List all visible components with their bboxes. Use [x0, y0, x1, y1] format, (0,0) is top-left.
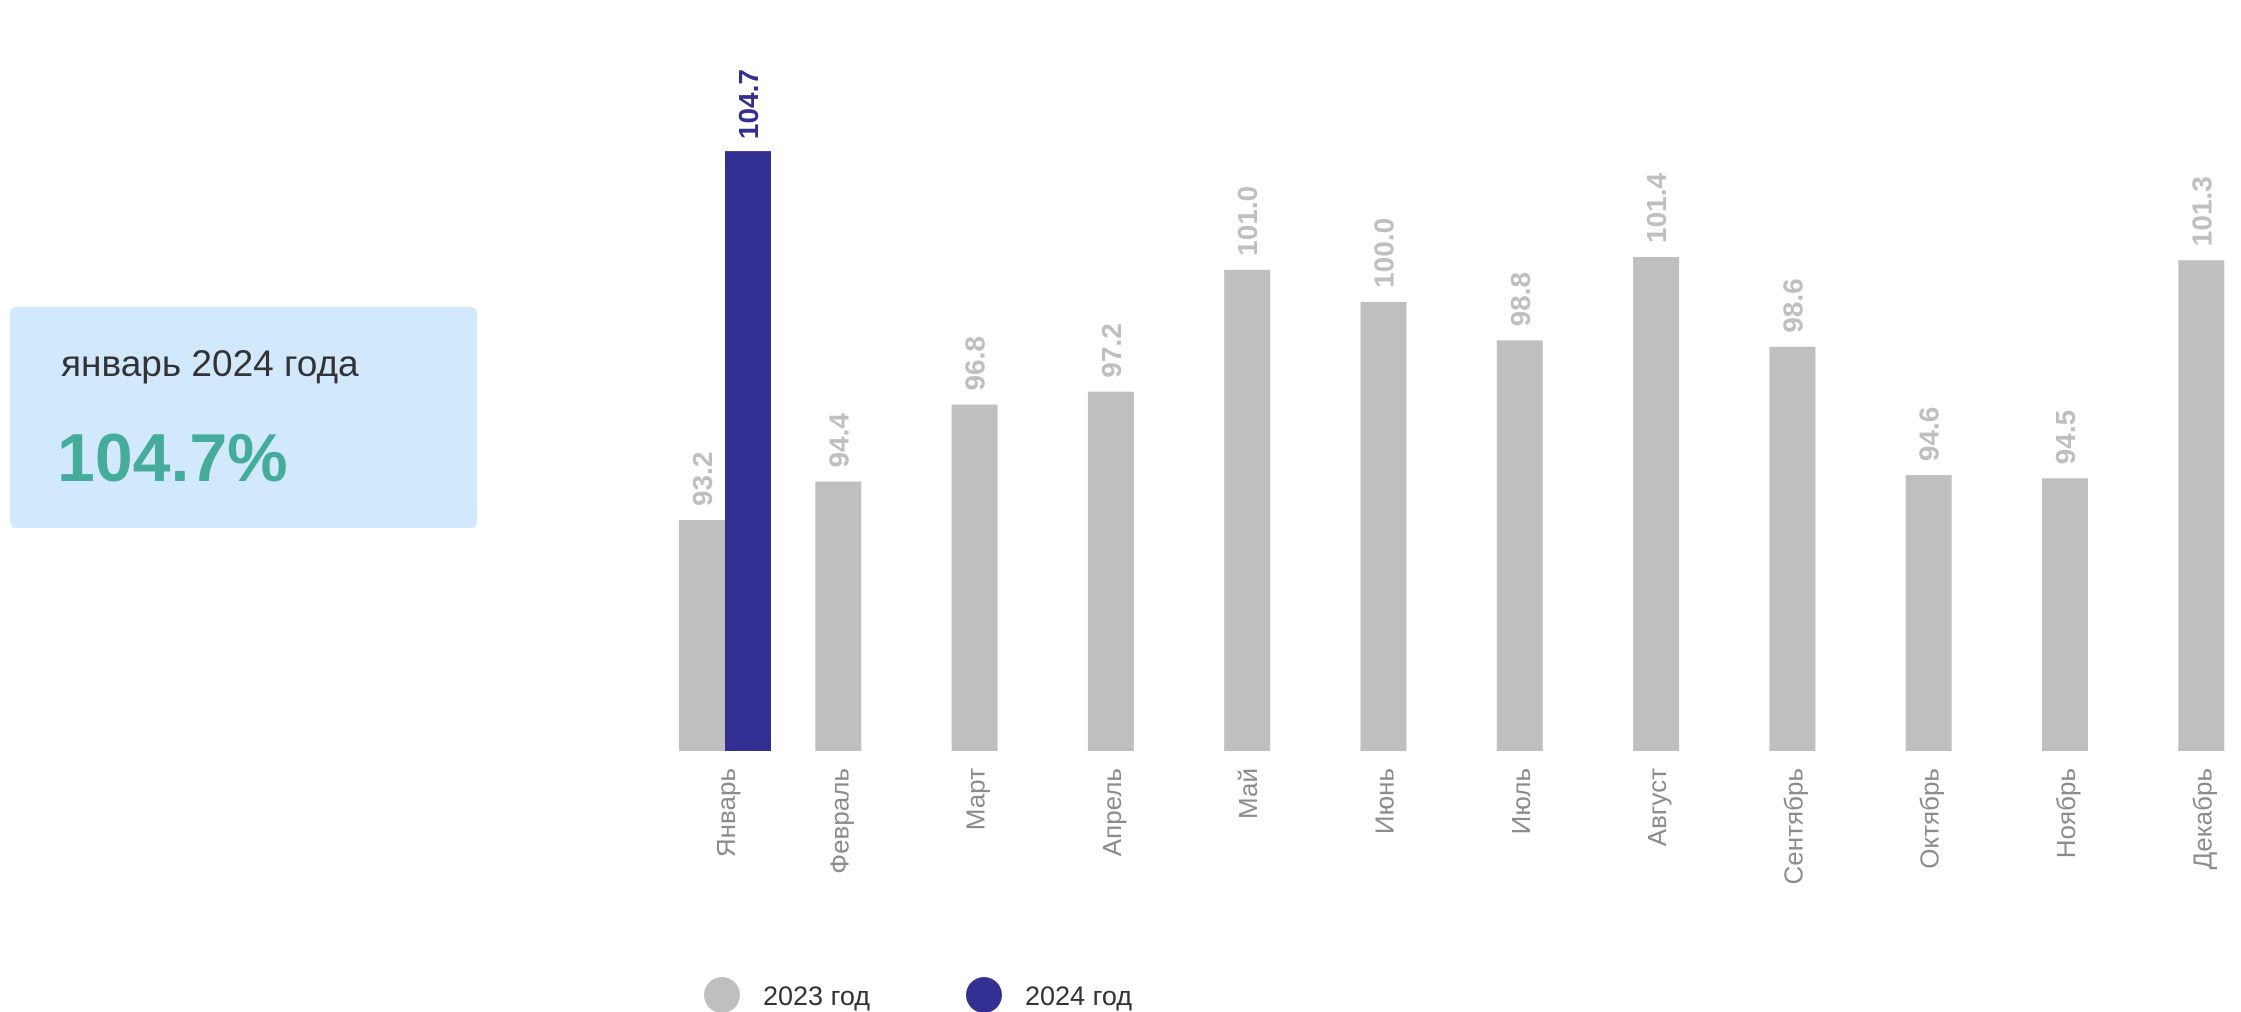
- x-tick-label-10: Октябрь: [1915, 768, 1945, 869]
- legend-dot-2023: [704, 977, 740, 1012]
- x-tick-label-2: Февраль: [824, 768, 854, 874]
- data-label-2023-5: 101.0: [1232, 186, 1263, 256]
- x-tick-label-5: Май: [1233, 768, 1263, 819]
- bar-2023-5[interactable]: [1224, 269, 1271, 751]
- data-label-2023-11: 94.5: [2050, 410, 2081, 465]
- bar-2023-2[interactable]: [815, 481, 862, 751]
- data-label-2023-8: 101.4: [1641, 172, 1672, 242]
- legend-label-2024: 2024 год: [1025, 981, 1132, 1011]
- bar-2023-10[interactable]: [1905, 475, 1952, 751]
- bar-2023-6[interactable]: [1360, 301, 1407, 751]
- legend-dot-2024: [966, 977, 1002, 1012]
- x-tick-label-9: Сентябрь: [1778, 768, 1808, 884]
- bar-2024-1[interactable]: [725, 151, 771, 752]
- x-tick-label-8: Август: [1642, 768, 1672, 846]
- bar-2023-3[interactable]: [951, 404, 998, 751]
- data-label-2023-9: 98.6: [1777, 278, 1808, 333]
- bar-2023-4[interactable]: [1087, 391, 1134, 751]
- kpi-card: январь 2024 года 104.7%: [10, 307, 477, 528]
- data-label-2024-1: 104.7: [733, 69, 764, 139]
- bar-2023-11[interactable]: [2042, 478, 2088, 751]
- bar-2023-12[interactable]: [2178, 260, 2225, 751]
- data-label-2023-4: 97.2: [1096, 323, 1127, 378]
- x-tick-label-4: Апрель: [1097, 768, 1127, 856]
- bar-2023-8[interactable]: [1633, 256, 1680, 751]
- bar-2023-7[interactable]: [1496, 340, 1543, 751]
- kpi-value: 104.7%: [57, 420, 288, 496]
- data-label-2023-3: 96.8: [960, 336, 991, 391]
- data-label-2023-10: 94.6: [1914, 407, 1945, 462]
- bar-2023-1[interactable]: [679, 520, 725, 751]
- x-tick-label-3: Март: [961, 768, 991, 830]
- x-tick-label-1: Январь: [711, 768, 741, 857]
- monthly-bar-chart: 93.2 104.7 Январь 94.4 Февраль 96.8 Март 97.2 Ап…: [679, 69, 2225, 884]
- x-tick-label-6: Июнь: [1370, 768, 1400, 834]
- kpi-label: январь 2024 года: [61, 343, 359, 384]
- data-label-2023-1: 93.2: [687, 452, 718, 507]
- x-tick-label-11: Ноябрь: [2051, 768, 2081, 858]
- data-label-2023-12: 101.3: [2186, 176, 2217, 246]
- data-label-2023-2: 94.4: [823, 413, 854, 468]
- legend-label-2023: 2023 год: [763, 981, 870, 1011]
- bar-2023-9[interactable]: [1769, 346, 1816, 751]
- x-tick-label-7: Июль: [1506, 768, 1536, 834]
- data-label-2023-7: 98.8: [1505, 272, 1536, 327]
- x-tick-label-12: Декабрь: [2187, 768, 2217, 869]
- data-label-2023-6: 100.0: [1369, 218, 1400, 288]
